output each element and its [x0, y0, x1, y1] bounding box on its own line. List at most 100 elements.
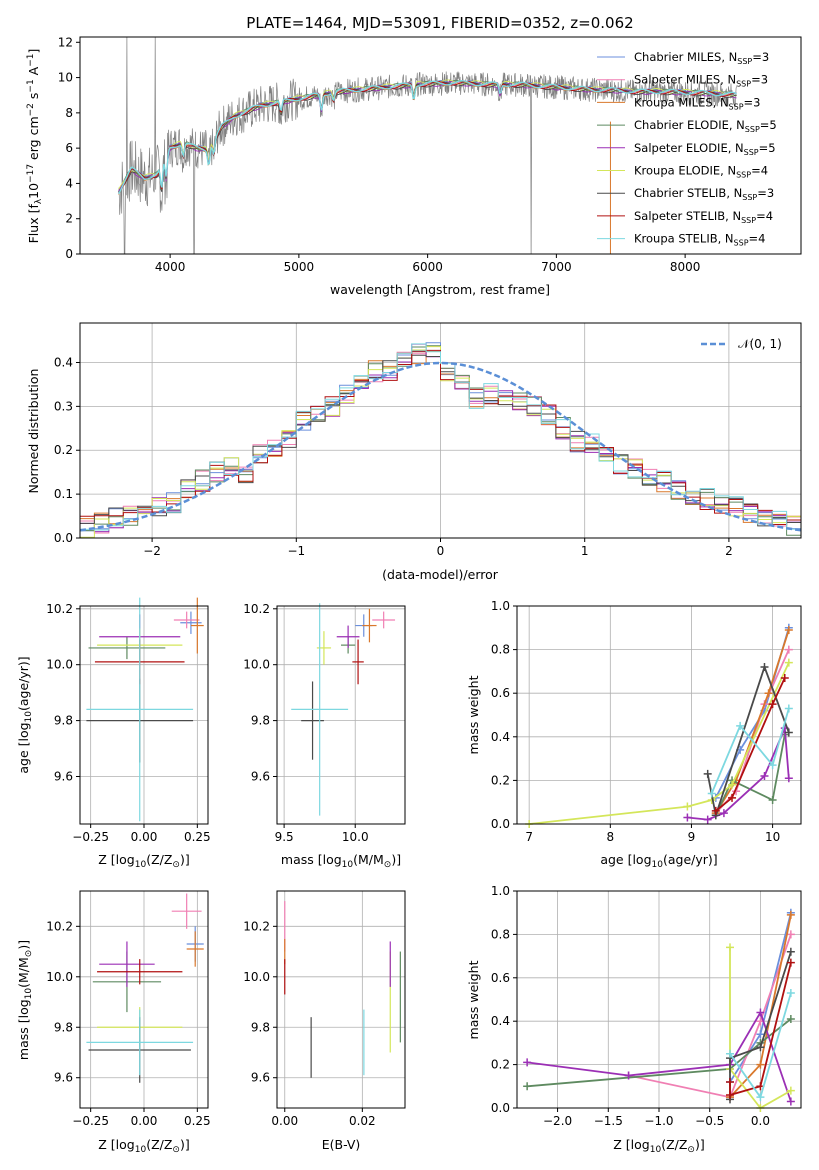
residuals-histograms [79, 342, 802, 538]
weight-age-ytick-label: 1.0 [491, 599, 510, 613]
residuals-ytick-label: 0.0 [54, 531, 73, 545]
spectrum-lines [117, 37, 737, 254]
age-z-xtick-label: 0.00 [131, 830, 158, 844]
age-z-errorbars [86, 597, 204, 822]
residuals-xtick-label: 0 [437, 544, 445, 558]
weight-age-marker-salpeter_stelib [711, 806, 720, 815]
residual-histogram-salpeter_stelib [80, 349, 801, 525]
weight-z-frame [516, 890, 802, 1109]
weight-z-xtick-label: 0.0 [751, 1114, 770, 1128]
spectrum-legend: Chabrier MILES, NSSP=3 Salpeter MILES, NS… [597, 50, 777, 248]
mass-ebv-errorbars [284, 901, 401, 1078]
weight-age-marker-chabrier_elodie [768, 796, 777, 805]
weight-z-marker-chabrier_stelib [756, 1043, 765, 1052]
residuals-frame [79, 322, 802, 539]
weight-z-ytick-label: 0.6 [491, 971, 510, 985]
weight-z-marker-kroupa_elodie [786, 1086, 795, 1095]
ebv-xlabel: E(B-V) [322, 1137, 361, 1152]
residuals-xtick-label: −1 [287, 544, 305, 558]
spectrum-ytick-label: 10 [58, 71, 73, 85]
weight-age-xtick-label: 10 [765, 830, 780, 844]
weight-z-xtick-label: −0.5 [695, 1114, 724, 1128]
spectrum-frame [79, 36, 802, 255]
weight-age-lines [525, 623, 793, 828]
z-xlabel-bottom: Z [log10(Z/Z⊙)] [98, 1137, 189, 1155]
weight-age-marker-chabrier_stelib [703, 769, 712, 778]
weight-z-ytick-label: 1.0 [491, 884, 510, 898]
spectrum-xtick-label: 5000 [284, 260, 315, 274]
weight-age-ylabel: mass weight [466, 675, 481, 754]
mass-ebv-ytick-label: 10.0 [243, 970, 270, 984]
weight-age-line-salpeter_stelib [715, 677, 786, 812]
spectrum-xtick-label: 8000 [670, 260, 701, 274]
spectrum-ytick-label: 12 [58, 35, 73, 49]
weight-age-marker-salpeter_elodie [703, 815, 712, 824]
mass-ebv-frame [276, 890, 406, 1109]
mass-ebv-grid [277, 891, 405, 1108]
weight-z-marker-chabrier_miles [756, 1030, 765, 1039]
weight-z-marker-kroupa_stelib [786, 988, 795, 997]
weight-age-marker-kroupa_elodie [784, 658, 793, 667]
model-spectrum-kroupa_stelib [117, 79, 737, 195]
residual-histogram-kroupa_stelib [80, 343, 801, 531]
weight-age-xtick-label: 8 [606, 830, 614, 844]
model-spectrum-salpeter_stelib [118, 80, 737, 194]
age-mass-grid [277, 606, 405, 824]
residuals-ytick-label: 0.1 [54, 487, 73, 501]
residuals-ytick-label: 0.3 [54, 399, 73, 413]
weight-age-marker-salpeter_stelib [768, 700, 777, 709]
weight-age-marker-kroupa_stelib [736, 721, 745, 730]
mass-ebv-ytick-label: 9.8 [251, 1020, 270, 1034]
weight-z-ytick-label: 0.0 [491, 1101, 510, 1115]
weight-z-line-salpeter_stelib [729, 962, 792, 1097]
weight-z-marker-salpeter_elodie [523, 1058, 532, 1067]
mass-z-xtick-label: 0.00 [131, 1114, 158, 1128]
spectrum-xtick-label: 7000 [541, 260, 572, 274]
mass-z-ytick-label: 10.0 [46, 970, 73, 984]
age-ylabel: age [log10(age/yr)] [16, 656, 34, 773]
residuals-ytick-label: 0.4 [54, 355, 73, 369]
weight-z-marker-chabrier_elodie [523, 1082, 532, 1091]
weight-age-marker-kroupa_stelib [784, 704, 793, 713]
spectrum-ytick-label: 6 [65, 141, 73, 155]
age-z-xtick-label: 0.25 [184, 830, 211, 844]
residuals-ticks: −2 −1 0 1 2 0.0 0.1 0.2 0.3 0.4 [54, 355, 733, 558]
weight-age-ticks: 7 8 9 10 0.0 0.2 0.4 0.6 0.8 1.0 [491, 599, 780, 844]
weight-age-line-chabrier_elodie [714, 734, 786, 816]
weight-age-marker-kroupa_stelib [707, 789, 716, 798]
weight-age-marker-salpeter_miles [784, 645, 793, 654]
age-z-ticks: −0.25 0.00 0.25 9.6 9.8 10.0 10.2 [46, 602, 210, 844]
spectrum-title: PLATE=1464, MJD=53091, FIBERID=0352, z=0… [246, 14, 633, 32]
residuals-xlabel: (data-model)/error [382, 567, 499, 582]
spectrum-ytick-label: 8 [65, 106, 73, 120]
weight-age-marker-kroupa_elodie [728, 780, 737, 789]
weight-age-frame [516, 605, 802, 825]
weight-age-marker-salpeter_elodie [784, 774, 793, 783]
spectrum-ytick-label: 0 [65, 247, 73, 261]
mass-z-xtick-label: −0.25 [72, 1114, 109, 1128]
residuals-legend: 𝒩(0, 1) [701, 337, 782, 351]
age-mass-xtick-label: 9.5 [275, 830, 294, 844]
residuals-xtick-label: 2 [725, 544, 733, 558]
weight-z-ytick-label: 0.4 [491, 1014, 510, 1028]
weight-z-marker-kroupa_elodie [726, 943, 734, 952]
weight-z-marker-chabrier_elodie [786, 1015, 795, 1024]
spectrum-ticks: 4000 5000 6000 7000 8000 0 2 4 6 8 10 12 [58, 35, 701, 274]
age-mass-ytick-label: 10.0 [243, 658, 270, 672]
age-mass-ticks: 9.5 10.0 9.6 9.8 10.0 10.2 [243, 602, 368, 844]
legend-label-kroupa_miles: Kroupa MILES, NSSP=3 [634, 95, 760, 111]
age-mass-ytick-label: 9.6 [251, 769, 270, 783]
spectrum-xtick-label: 4000 [155, 260, 186, 274]
spectrum-ylabel: Flux [fλ10−17 erg cm−2 s−1 A−1] [26, 49, 44, 244]
z-xlabel-right: Z [log10(Z/Z⊙)] [613, 1137, 704, 1155]
weight-z-marker-salpeter_miles [786, 930, 795, 939]
mass-ebv-xtick-label: 0.00 [271, 1114, 298, 1128]
residuals-xtick-label: 1 [581, 544, 589, 558]
weight-z-ylabel: mass weight [466, 960, 481, 1039]
age-z-ytick-label: 9.6 [54, 769, 73, 783]
legend-label-kroupa_elodie: Kroupa ELODIE, NSSP=4 [634, 164, 768, 180]
weight-age-ytick-label: 0.2 [491, 773, 510, 787]
weight-age-xtick-label: 7 [525, 830, 533, 844]
legend-label-kroupa_stelib: Kroupa STELIB, NSSP=4 [634, 232, 765, 248]
age-mass-xtick-label: 10.0 [342, 830, 369, 844]
